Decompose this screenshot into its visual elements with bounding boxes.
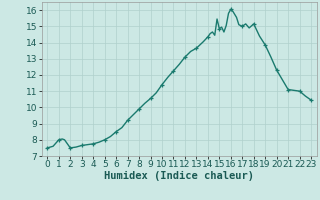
X-axis label: Humidex (Indice chaleur): Humidex (Indice chaleur) [104, 171, 254, 181]
